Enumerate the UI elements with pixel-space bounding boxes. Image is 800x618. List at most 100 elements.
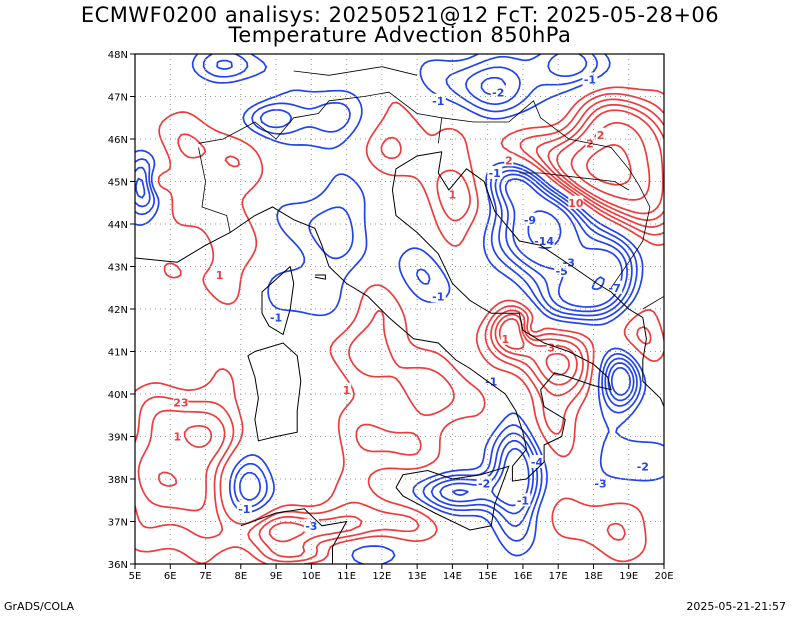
country-border xyxy=(441,100,651,289)
contour-label: -1 xyxy=(515,493,531,507)
svg-text:23: 23 xyxy=(173,397,188,410)
contour-label: 1 xyxy=(500,331,510,346)
svg-text:-1: -1 xyxy=(270,312,282,325)
contour-label: -1 xyxy=(236,501,252,516)
svg-text:-2: -2 xyxy=(478,477,490,490)
lat-label: 38N xyxy=(108,475,128,486)
svg-text:1: 1 xyxy=(343,384,351,397)
svg-text:2: 2 xyxy=(597,129,605,142)
svg-text:-4: -4 xyxy=(531,456,544,469)
coastline xyxy=(437,151,664,407)
svg-text:-1: -1 xyxy=(489,167,501,180)
lat-label: 39N xyxy=(108,433,128,444)
contour-label: -9 xyxy=(522,212,538,227)
contour-label: 2 xyxy=(504,153,514,167)
lat-label: 46N xyxy=(108,135,128,146)
cold-advection-contour xyxy=(135,54,638,528)
svg-text:-9: -9 xyxy=(524,214,536,227)
lon-label: 17E xyxy=(549,571,568,582)
lon-label: 13E xyxy=(408,571,427,582)
lat-label: 45N xyxy=(108,178,128,189)
lon-label: 8E xyxy=(234,571,247,582)
cold-advection-contour xyxy=(135,54,664,564)
lat-label: 42N xyxy=(108,305,128,316)
lon-label: 5E xyxy=(129,571,142,582)
lon-label: 7E xyxy=(199,571,212,582)
contour-label: 2 xyxy=(596,127,606,142)
svg-text:-7: -7 xyxy=(609,282,621,295)
contour-label: -2 xyxy=(490,85,506,99)
warm-advection-contour xyxy=(157,103,664,543)
footer-software: GrADS/COLA xyxy=(4,600,74,613)
svg-text:-3: -3 xyxy=(305,520,317,533)
lon-label: 12E xyxy=(372,571,391,582)
svg-text:-3: -3 xyxy=(594,477,606,490)
contour-label: 23 xyxy=(173,395,189,410)
contour-label: -4 xyxy=(529,455,545,469)
svg-text:2: 2 xyxy=(505,154,513,167)
contour-label: -1 xyxy=(430,93,446,108)
warm-advection-contour xyxy=(135,86,664,564)
country-border xyxy=(198,91,443,144)
svg-text:-1: -1 xyxy=(432,290,444,303)
coastlines xyxy=(135,66,664,564)
svg-text:10: 10 xyxy=(568,197,584,210)
country-border xyxy=(642,295,664,310)
svg-text:1: 1 xyxy=(501,333,509,346)
svg-text:-1: -1 xyxy=(517,494,529,507)
svg-text:-1: -1 xyxy=(584,74,596,87)
svg-text:-1: -1 xyxy=(238,503,250,516)
svg-text:-1: -1 xyxy=(432,95,444,108)
contour-label: -1 xyxy=(268,310,284,325)
coastline xyxy=(314,274,326,280)
axis-ticks: 48N 47N 46N 45N 44N 43N 42N 41N 40N 39N 38N 37N 36N5… xyxy=(108,50,674,582)
contour-label: -3 xyxy=(593,476,609,490)
warm-advection-contour xyxy=(137,98,664,558)
chart-subtitle: Temperature Advection 850hPa xyxy=(228,23,572,47)
coastline xyxy=(240,508,348,564)
lat-label: 48N xyxy=(108,50,128,61)
svg-text:-14: -14 xyxy=(534,235,554,248)
svg-text:-2: -2 xyxy=(492,86,504,99)
lon-label: 19E xyxy=(619,571,638,582)
contour-label: -2 xyxy=(476,476,492,490)
lon-label: 14E xyxy=(443,571,462,582)
country-border xyxy=(293,66,418,76)
contour-label: 10 xyxy=(568,195,584,210)
lon-label: 11E xyxy=(337,571,356,582)
lon-label: 16E xyxy=(513,571,532,582)
lat-label: 41N xyxy=(108,348,128,359)
svg-text:2: 2 xyxy=(586,137,594,150)
coastline xyxy=(135,151,612,482)
contour-label: 2 xyxy=(585,136,595,150)
lat-label: 37N xyxy=(108,518,128,529)
lat-label: 47N xyxy=(108,93,128,104)
contour-label: -1 xyxy=(430,289,446,303)
svg-text:1: 1 xyxy=(173,431,181,444)
lon-label: 18E xyxy=(584,571,603,582)
svg-text:1: 1 xyxy=(216,269,224,282)
lon-label: 9E xyxy=(270,571,283,582)
lon-label: 15E xyxy=(478,571,497,582)
lon-label: 10E xyxy=(302,571,321,582)
contour-label: -14 xyxy=(533,234,555,248)
contour-label: 3 xyxy=(546,340,556,354)
contour-label: -7 xyxy=(607,280,623,295)
contour-label: 1 xyxy=(172,429,182,444)
lon-label: 6E xyxy=(164,571,177,582)
country-border xyxy=(198,147,231,233)
lat-label: 36N xyxy=(108,560,128,571)
lat-label: 44N xyxy=(108,220,128,231)
svg-text:-2: -2 xyxy=(637,460,649,473)
lat-label: 40N xyxy=(108,390,128,401)
lat-label: 43N xyxy=(108,263,128,274)
footer-timestamp: 2025-05-21-21:57 xyxy=(686,600,786,613)
contour-label: -1 xyxy=(483,374,499,388)
coastline xyxy=(395,465,510,531)
chart-title: ECMWF0200 analisys: 20250521@12 FcT: 202… xyxy=(80,3,720,27)
svg-text:3: 3 xyxy=(547,341,555,354)
country-border xyxy=(519,172,629,191)
lon-label: 20E xyxy=(654,571,673,582)
